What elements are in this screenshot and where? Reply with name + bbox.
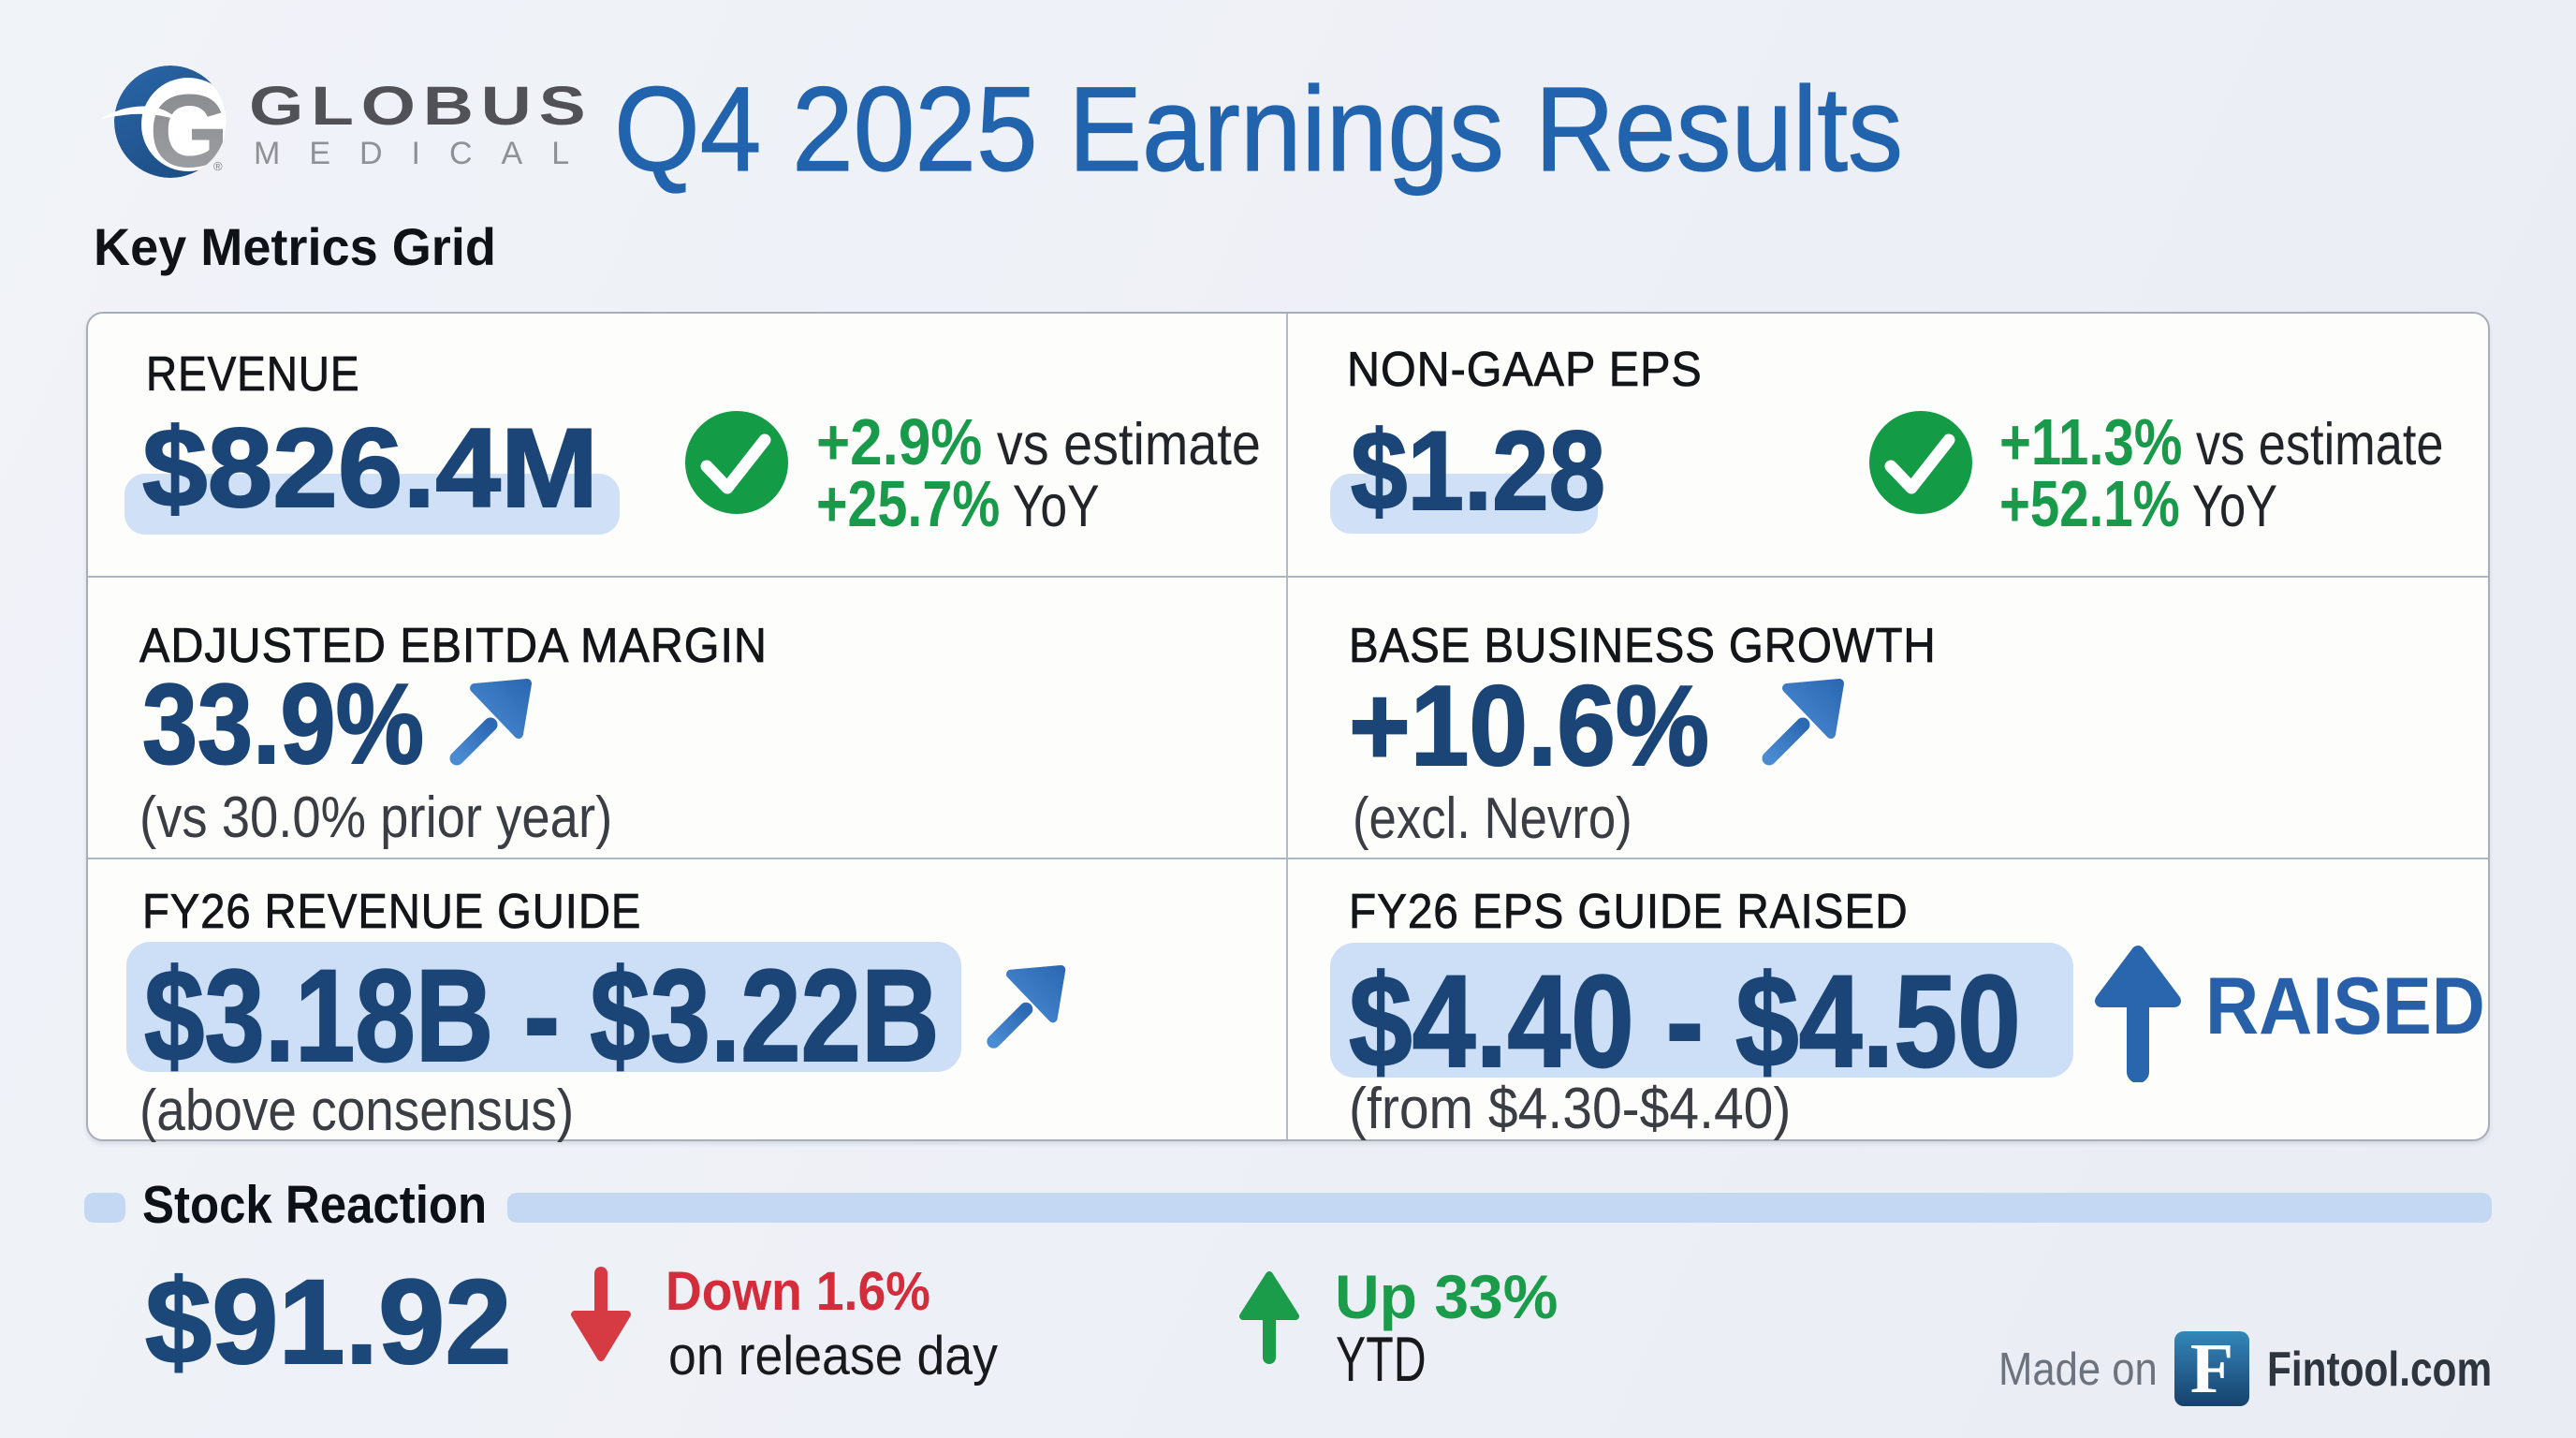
svg-text:®: ®: [213, 159, 223, 173]
